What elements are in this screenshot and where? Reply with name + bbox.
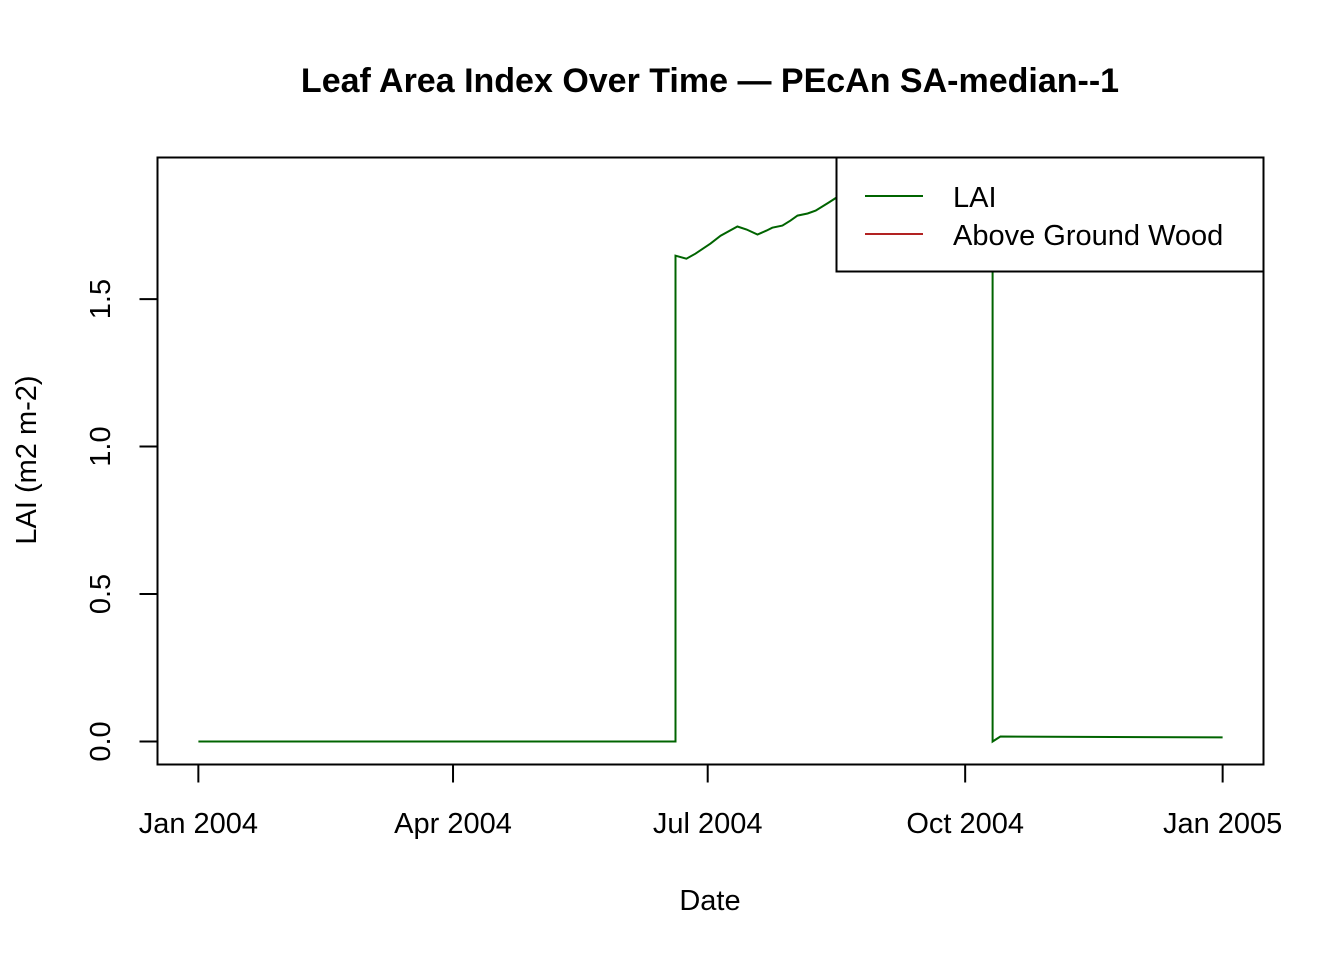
legend-box [835,156,1265,273]
y-axis-label: LAI (m2 m-2) [11,375,43,544]
y-tick-label: 0.0 [85,721,117,761]
x-tick-label: Jul 2004 [653,808,763,840]
x-tick-label: Apr 2004 [394,808,512,840]
x-axis: Jan 2004 Apr 2004 Jul 2004 Oct 2004 Jan 2005 [139,763,1282,840]
y-tick-label: 1.5 [85,279,117,319]
x-tick-label: Oct 2004 [906,808,1024,840]
legend-label-lai: LAI [953,182,997,214]
x-tick-label: Jan 2005 [1163,808,1282,840]
legend: LAI Above Ground Wood [835,156,1265,273]
chart-title: Leaf Area Index Over Time — PEcAn SA-med… [301,62,1119,100]
x-axis-label: Date [679,885,740,917]
legend-label-above-ground-wood: Above Ground Wood [953,220,1223,252]
y-tick-label: 0.5 [85,574,117,614]
x-tick-label: Jan 2004 [139,808,258,840]
y-axis: 0.0 0.5 1.0 1.5 [85,279,159,762]
y-tick-label: 1.0 [85,426,117,466]
